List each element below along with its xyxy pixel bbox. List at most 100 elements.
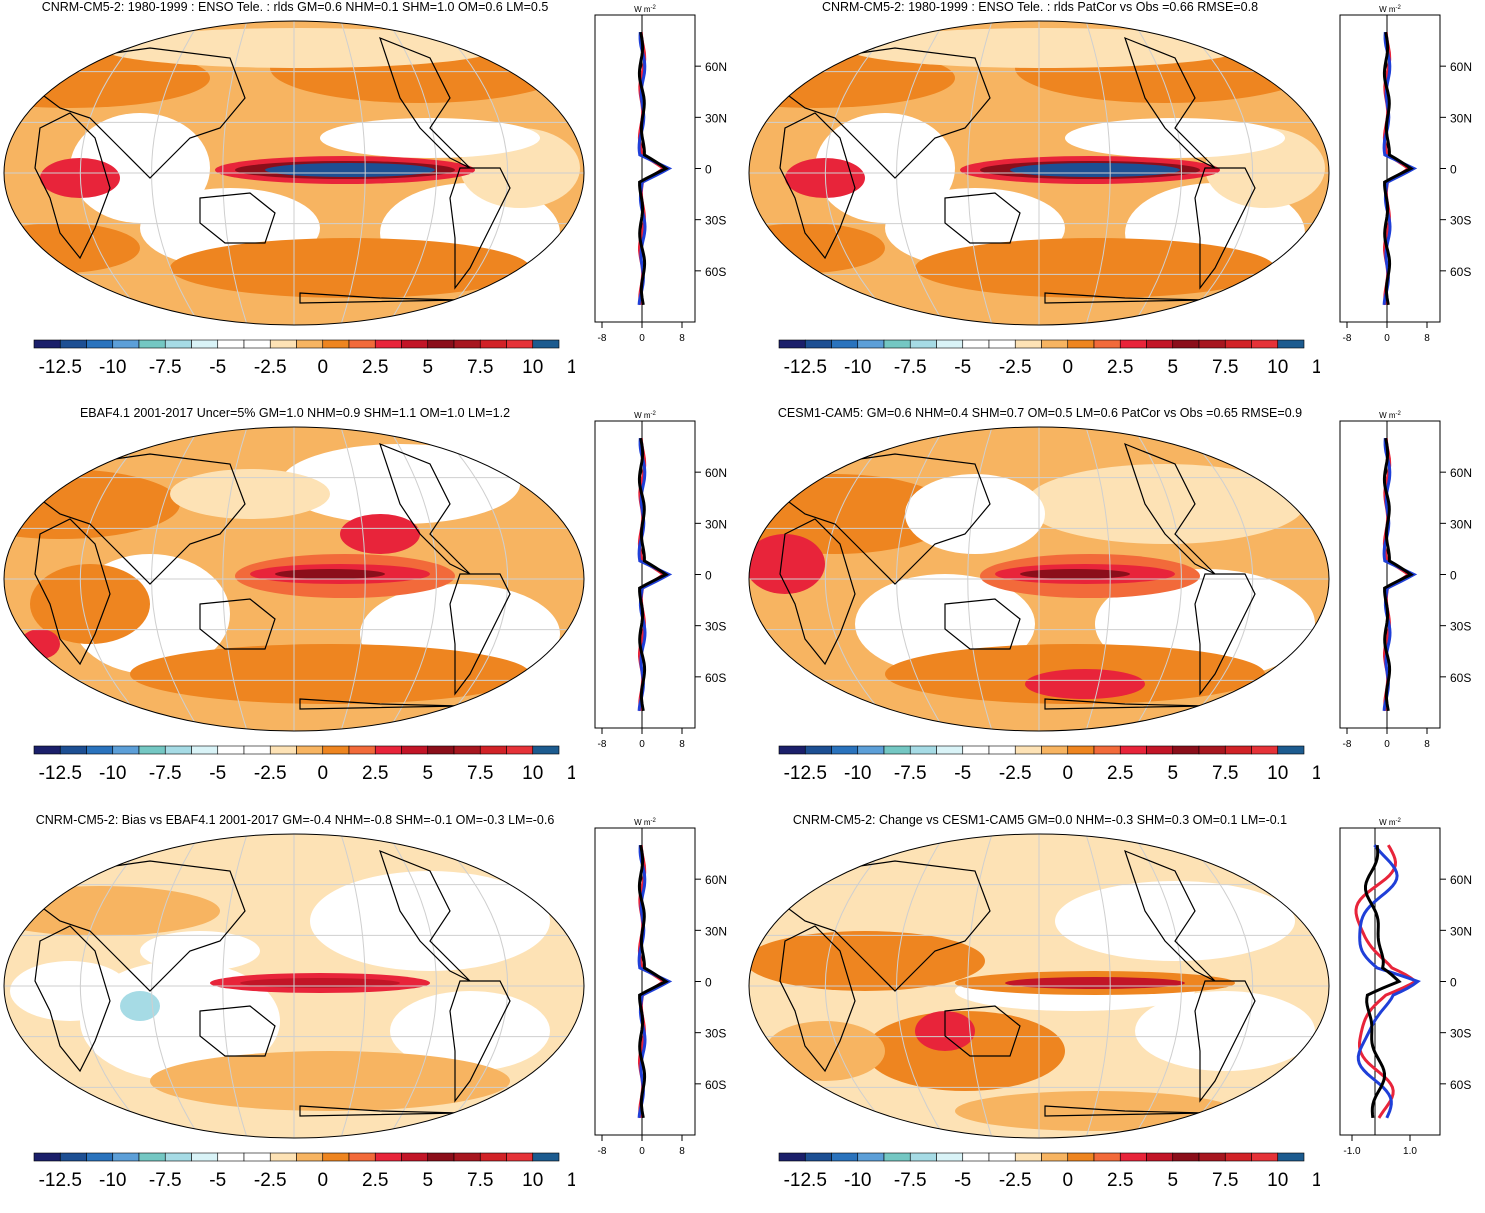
panel-title: CNRM-CM5-2: 1980-1999 : ENSO Tele. : rld… <box>41 0 549 14</box>
field-anomaly <box>765 1021 885 1081</box>
colorbar-label: -10 <box>844 357 871 378</box>
graticule-lon <box>79 427 154 731</box>
lat-label: 0 <box>705 569 712 583</box>
x-tick-label: -8 <box>1343 333 1352 344</box>
colorbar-label: -2.5 <box>999 1170 1032 1191</box>
graticule-lon <box>222 427 248 731</box>
colorbar-swatch <box>479 339 507 349</box>
colorbar-swatch <box>988 339 1016 349</box>
profile-line <box>1382 32 1418 306</box>
colorbar-label: -10 <box>844 763 871 784</box>
colorbar-swatch <box>33 745 61 755</box>
colorbar-swatch <box>532 1152 560 1162</box>
colorbar-swatch <box>1067 745 1095 755</box>
x-tick-label: 1.0 <box>1403 1146 1417 1157</box>
graticule-lon <box>967 427 993 731</box>
colorbar-swatch <box>217 339 245 349</box>
coastline <box>1194 980 1256 1103</box>
graticule-lon <box>151 427 201 731</box>
colorbar-swatch <box>1119 745 1147 755</box>
field-anomaly <box>390 991 550 1071</box>
x-tick-label: -8 <box>1343 739 1352 750</box>
graticule-lon <box>1132 21 1182 325</box>
coastline <box>944 1005 1021 1057</box>
colorbar-swatch <box>1146 1152 1174 1162</box>
colorbar-swatch <box>217 1152 245 1162</box>
panel-bottom-left: CNRM-CM5-2: Bias vs EBAF4.1 2001-2017 GM… <box>0 813 742 1213</box>
colorbar-label: -5 <box>954 763 971 784</box>
colorbar-swatch <box>778 1152 806 1162</box>
profile-line <box>1382 31 1414 306</box>
world-map <box>3 20 585 326</box>
colorbar-swatch <box>269 745 297 755</box>
lat-label: 60N <box>1450 60 1472 74</box>
map-outline <box>748 426 1330 732</box>
colorbar-label: 12.5 <box>567 1170 575 1191</box>
colorbar-label: 10 <box>1267 763 1288 784</box>
panel-title: EBAF4.1 2001-2017 Uncer=5% GM=1.0 NHM=0.… <box>79 406 511 420</box>
map-field <box>749 834 1329 1138</box>
colorbar-swatch <box>191 1152 219 1162</box>
colorbar-label: 7.5 <box>467 763 493 784</box>
profile-unit: W m-2 <box>1379 5 1401 14</box>
colorbar-label: -2.5 <box>254 357 287 378</box>
lat-label: 30N <box>705 924 727 938</box>
graticule-lon <box>967 21 993 325</box>
colorbar-swatch <box>296 1152 324 1162</box>
graticule-lon <box>896 427 946 731</box>
colorbar-swatch <box>374 1152 402 1162</box>
colorbar-swatch <box>1119 1152 1147 1162</box>
colorbar: -12.5 -10 -7.5 -5 -2.5 0 2.5 5 7.5 10 12.5 <box>33 1152 575 1191</box>
graticule-lon <box>222 834 248 1138</box>
colorbar-swatch <box>1093 745 1121 755</box>
lat-label: 60S <box>705 671 726 685</box>
colorbar-label: 5 <box>1167 763 1178 784</box>
colorbar-label: -7.5 <box>149 357 182 378</box>
colorbar-label: 7.5 <box>467 357 493 378</box>
profile-unit-sup: -2 <box>651 818 657 824</box>
colorbar-swatch <box>804 1152 832 1162</box>
profile-line <box>1382 438 1418 712</box>
colorbar-swatch <box>322 745 350 755</box>
colorbar-swatch <box>479 1152 507 1162</box>
colorbar-swatch <box>33 1152 61 1162</box>
coastline <box>1194 167 1256 290</box>
enso-core-max <box>1010 163 1180 177</box>
colorbar-swatch <box>506 1152 534 1162</box>
field-anomaly <box>170 469 330 519</box>
colorbar-label: -7.5 <box>149 763 182 784</box>
colorbar-label: 10 <box>522 763 543 784</box>
world-map <box>748 20 1330 326</box>
graticule-lon <box>1179 21 1254 325</box>
colorbar-swatch <box>1067 339 1095 349</box>
world-map <box>3 426 585 732</box>
colorbar-swatch <box>138 1152 166 1162</box>
colorbar-label: -12.5 <box>784 1170 827 1191</box>
profile-unit-sup: -2 <box>651 5 657 11</box>
field-anomaly <box>749 48 955 108</box>
panel-title: CNRM-CM5-2: 1980-1999 : ENSO Tele. : rld… <box>821 0 1259 14</box>
lat-label: 0 <box>705 163 712 177</box>
colorbar-swatch <box>1224 745 1252 755</box>
profile-unit: W m-2 <box>634 411 656 420</box>
colorbar-label: 0 <box>317 357 328 378</box>
colorbar-swatch <box>936 1152 964 1162</box>
field-anomaly <box>1025 669 1145 699</box>
graticule-lon <box>340 427 366 731</box>
graticule-lon <box>896 834 946 1138</box>
colorbar-swatch <box>1198 339 1226 349</box>
colorbar-swatch <box>1172 745 1200 755</box>
graticule-lon <box>387 21 437 325</box>
colorbar-label: 12.5 <box>567 357 575 378</box>
x-tick-label: 8 <box>679 739 685 750</box>
x-tick-label: 0 <box>639 333 645 344</box>
coastline <box>1194 573 1256 696</box>
zonal-mean-profile: W m-2 60N 30N 0 30S 60S -8 0 8 <box>594 5 727 344</box>
lat-label: 0 <box>1450 976 1457 990</box>
x-tick-label: 8 <box>1424 333 1430 344</box>
field-anomaly <box>955 1091 1235 1131</box>
field-anomaly <box>80 961 280 1081</box>
coastline <box>34 925 111 1073</box>
colorbar-label: 2.5 <box>362 763 388 784</box>
coastline <box>34 112 111 260</box>
